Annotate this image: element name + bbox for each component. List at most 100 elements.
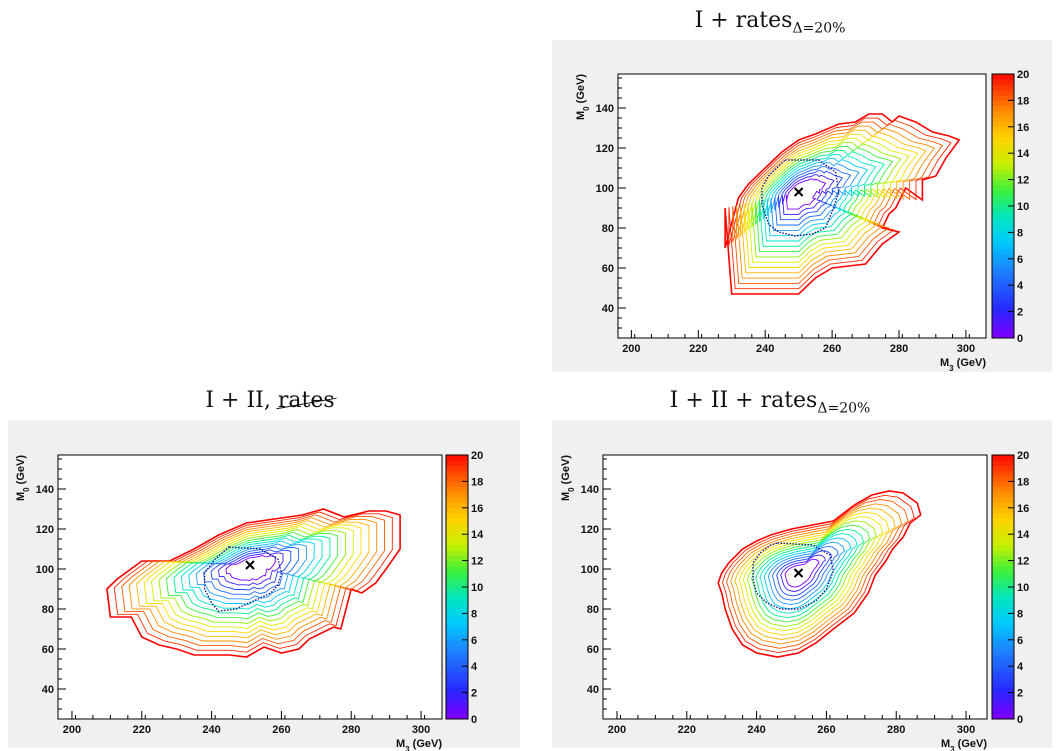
contour-line <box>113 511 393 653</box>
colorbar-segment <box>992 708 1014 715</box>
contour-line <box>128 517 378 644</box>
colorbar-segment <box>446 576 468 583</box>
colorbar-segment <box>992 174 1014 181</box>
colorbar-segment <box>992 497 1014 504</box>
colorbar-segment <box>446 592 468 599</box>
colorbar-segment <box>446 513 468 519</box>
colorbar-tick-label: 16 <box>471 503 483 515</box>
y-tick-label: 120 <box>581 524 599 536</box>
colorbar-segment <box>446 676 468 683</box>
contour-inner-dotted <box>203 546 283 612</box>
colorbar-segment <box>992 507 1014 514</box>
contour-line <box>778 170 844 221</box>
colorbar-segment <box>992 89 1014 96</box>
best-fit-marker <box>793 187 804 197</box>
colorbar-segment <box>992 613 1014 620</box>
colorbar-segment <box>446 645 468 651</box>
contour-line <box>762 154 877 242</box>
colorbar-segment <box>446 534 468 540</box>
colorbar-segment <box>992 95 1014 101</box>
colorbar-segment <box>446 639 468 646</box>
colorbar-segment <box>992 523 1014 530</box>
colorbar-segment <box>992 242 1014 249</box>
colorbar-segment <box>446 528 468 535</box>
colorbar-segment <box>992 671 1014 678</box>
contour-line <box>143 523 362 634</box>
contour-line <box>165 531 339 620</box>
colorbar-segment <box>992 74 1014 80</box>
y-tick-label: 40 <box>602 303 614 315</box>
x-tick-label: 200 <box>622 343 640 355</box>
colorbar-segment <box>446 623 468 630</box>
colorbar-segment <box>992 190 1014 196</box>
colorbar-tick-label: 14 <box>1017 148 1030 160</box>
x-tick-label: 300 <box>957 724 975 736</box>
contour-line <box>724 113 961 295</box>
colorbar-tick-label: 14 <box>1017 529 1030 541</box>
colorbar-segment <box>992 195 1014 202</box>
colorbar-segment <box>446 655 468 662</box>
contour-line <box>136 520 370 639</box>
colorbar-segment <box>992 513 1014 519</box>
x-tick-label: 280 <box>342 724 360 736</box>
colorbar-segment <box>446 660 468 667</box>
colorbar-segment <box>992 290 1014 297</box>
colorbar-tick-label: 6 <box>1017 254 1023 266</box>
colorbar-segment <box>992 460 1014 467</box>
contour-line <box>203 546 300 596</box>
colorbar-segment <box>446 565 468 572</box>
contour-line <box>784 558 820 588</box>
y-tick-label: 100 <box>596 183 614 195</box>
colorbar-segment <box>992 502 1014 509</box>
colorbar-tick-label: 12 <box>471 556 483 568</box>
colorbar-segment <box>992 126 1014 133</box>
y-tick-label: 60 <box>602 263 614 275</box>
y-tick-label: 120 <box>36 524 54 536</box>
y-tick-label: 80 <box>602 223 614 235</box>
colorbar-segment <box>992 132 1014 138</box>
colorbar-segment <box>446 481 468 488</box>
contour-line <box>755 528 865 619</box>
colorbar-segment <box>992 650 1014 657</box>
y-tick-label: 120 <box>596 143 614 155</box>
colorbar-segment <box>446 518 468 525</box>
colorbar-segment <box>446 634 468 641</box>
contour-line <box>173 534 331 615</box>
colorbar-segment <box>446 671 468 678</box>
colorbar-segment <box>992 587 1014 593</box>
contour-line <box>717 490 922 658</box>
contour-line <box>751 524 871 623</box>
colorbar-segment <box>992 121 1014 128</box>
colorbar-segment <box>992 264 1014 270</box>
colorbar-segment <box>992 295 1014 302</box>
colorbar-segment <box>992 481 1014 488</box>
contour-line <box>218 552 284 586</box>
colorbar-segment <box>992 221 1014 228</box>
colorbar-segment <box>992 655 1014 662</box>
colorbar-segment <box>992 455 1014 461</box>
contour-line <box>151 526 354 629</box>
colorbar-segment <box>446 650 468 657</box>
chart-title: I + ratesΔ=20% <box>560 8 980 36</box>
colorbar-segment <box>992 306 1014 313</box>
y-tick-label: 80 <box>42 604 54 616</box>
colorbar-segment <box>992 676 1014 683</box>
colorbar-segment <box>992 163 1014 170</box>
colorbar-segment <box>992 322 1014 328</box>
colorbar-segment <box>992 327 1014 334</box>
colorbar-segment <box>446 597 468 604</box>
colorbar-segment <box>992 618 1014 625</box>
y-tick-label: 140 <box>581 484 599 496</box>
colorbar-segment <box>992 110 1014 117</box>
colorbar-segment <box>446 713 468 720</box>
colorbar-segment <box>446 682 468 688</box>
contour-line <box>106 508 401 658</box>
colorbar-segment <box>992 258 1014 265</box>
x-axis-label: M3 (GeV) <box>396 738 442 751</box>
contour-line <box>734 507 896 640</box>
contour-line <box>759 150 885 247</box>
contour-line <box>732 121 944 284</box>
x-tick-label: 200 <box>608 724 626 736</box>
